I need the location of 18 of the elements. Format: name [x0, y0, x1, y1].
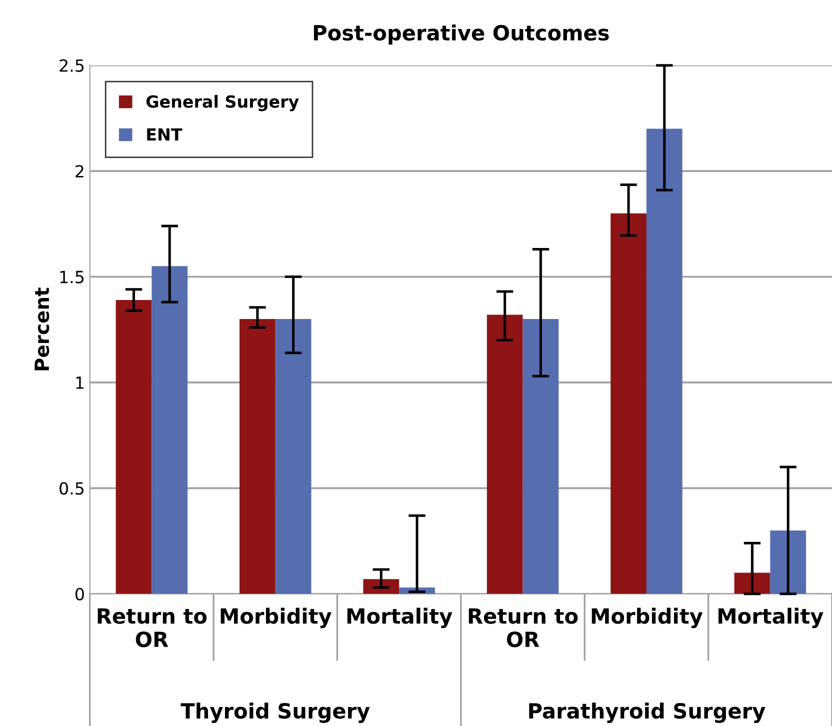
x-tick-label: Return to OR	[468, 608, 578, 648]
y-tick-label: 1.5	[60, 270, 84, 284]
y-tick-label: 1	[76, 376, 84, 389]
x-tick-label: Return to OR	[98, 608, 207, 648]
y-axis-title: Percent	[34, 288, 50, 370]
x-tick-label: Mortality	[347, 608, 452, 628]
legend-label: General Surgery	[146, 94, 299, 112]
x-tick-label: Mortality	[718, 608, 824, 628]
y-tick-label: 2	[76, 165, 84, 178]
legend-label: ENT	[147, 128, 182, 141]
x-tick-label: Morbidity	[592, 608, 703, 628]
x-tick-label: Morbidity	[220, 608, 332, 628]
y-tick-label: 0	[75, 588, 84, 600]
y-tick-label: 2.5	[60, 59, 84, 72]
text: Parathyroid Surgery	[529, 702, 766, 723]
y-tick-label: 0.5	[60, 482, 84, 495]
text: Thyroid Surgery	[180, 702, 370, 723]
chart-title: Post-operative Outcomes	[314, 24, 609, 45]
